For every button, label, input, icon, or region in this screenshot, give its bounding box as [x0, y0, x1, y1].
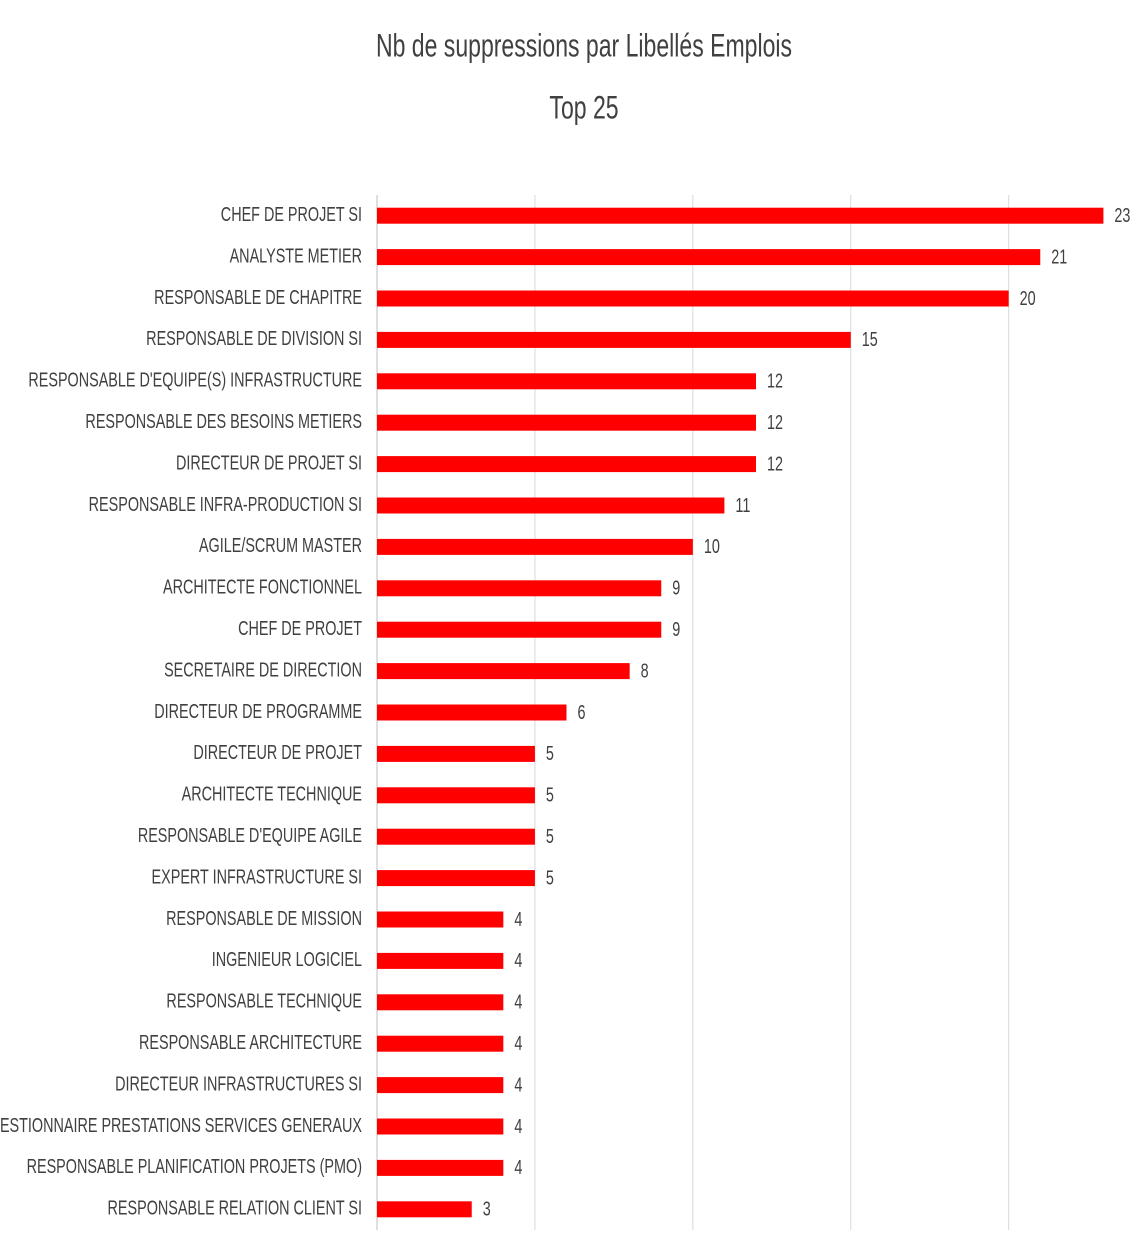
data-label: 4: [514, 1032, 522, 1055]
bar: [377, 1159, 504, 1176]
bar: [377, 870, 535, 887]
y-tick-label: RESPONSABLE PLANIFICATION PROJETS (PMO): [27, 1155, 362, 1178]
y-tick-label: RESPONSABLE D'EQUIPE(S) INFRASTRUCTURE: [28, 368, 362, 391]
y-tick-label: RESPONSABLE DES BESOINS METIERS: [85, 410, 362, 433]
y-tick-label: DIRECTEUR INFRASTRUCTURES SI: [115, 1072, 362, 1095]
y-tick-label: RESPONSABLE TECHNIQUE: [166, 989, 362, 1012]
bar: [377, 704, 567, 721]
bar: [377, 911, 504, 928]
data-label: 4: [514, 1156, 522, 1179]
data-label: 8: [641, 659, 649, 682]
y-tick-label: ANALYSTE METIER: [230, 244, 362, 267]
bar: [377, 994, 504, 1011]
data-label: 9: [672, 618, 680, 641]
y-tick-label: DIRECTEUR DE PROJET SI: [176, 451, 362, 474]
bar: [377, 1077, 504, 1094]
chart-title: Nb de suppressions par Libellés Emplois: [376, 28, 792, 64]
y-tick-label: RESPONSABLE RELATION CLIENT SI: [108, 1196, 362, 1219]
bar: [377, 331, 851, 348]
y-tick-label: ARCHITECTE FONCTIONNEL: [163, 575, 362, 598]
bar: [377, 663, 630, 680]
y-tick-label: AGILE/SCRUM MASTER: [199, 534, 362, 557]
data-label: 15: [862, 328, 878, 351]
y-tick-label: RESPONSABLE DE DIVISION SI: [146, 327, 362, 350]
y-tick-label: ARCHITECTE TECHNIQUE: [182, 782, 362, 805]
bar: [377, 414, 756, 431]
data-label: 10: [704, 535, 720, 558]
data-label: 12: [767, 369, 783, 392]
y-tick-label: RESPONSABLE INFRA-PRODUCTION SI: [89, 492, 362, 515]
bar: [377, 621, 662, 638]
data-label: 4: [514, 990, 522, 1013]
bar: [377, 745, 535, 762]
y-tick-label: RESPONSABLE D'EQUIPE AGILE: [138, 824, 362, 847]
data-label: 3: [483, 1197, 491, 1220]
bar: [377, 828, 535, 845]
data-label: 12: [767, 411, 783, 434]
data-label: 23: [1114, 204, 1130, 227]
bar: [377, 1201, 472, 1218]
data-label: 21: [1051, 245, 1067, 268]
y-tick-label: INGENIEUR LOGICIEL: [212, 948, 363, 971]
data-label: 5: [546, 783, 554, 806]
data-label: 20: [1020, 286, 1036, 309]
y-tick-label: DIRECTEUR DE PROGRAMME: [154, 699, 362, 722]
bar: [377, 787, 535, 804]
y-tick-label: CHEF DE PROJET: [238, 617, 362, 640]
y-tick-label: RESPONSABLE ARCHITECTURE: [139, 1031, 362, 1054]
bar: [377, 1118, 504, 1135]
data-label: 11: [735, 493, 750, 516]
bar: [377, 497, 725, 514]
bar: [377, 538, 693, 555]
y-tick-label: EXPERT INFRASTRUCTURE SI: [152, 865, 362, 888]
data-label: 5: [546, 825, 554, 848]
data-label: 4: [514, 1114, 522, 1137]
bar: [377, 1035, 504, 1052]
y-tick-label: SECRETAIRE DE DIRECTION: [164, 658, 362, 681]
bar: [377, 373, 756, 390]
data-label: 6: [578, 700, 586, 723]
data-label: 4: [514, 907, 522, 930]
bar: [377, 249, 1041, 266]
y-tick-label: RESPONSABLE DE MISSION: [166, 906, 362, 929]
bar: [377, 207, 1104, 224]
y-tick-label: RESPONSABLE DE CHAPITRE: [154, 285, 362, 308]
data-label: 5: [546, 742, 554, 765]
data-label: 5: [546, 866, 554, 889]
data-label: 4: [514, 1073, 522, 1096]
bar: [377, 580, 662, 597]
bar: [377, 290, 1009, 307]
data-label: 12: [767, 452, 783, 475]
data-label: 9: [672, 576, 680, 599]
y-tick-label: CHEF DE PROJET SI: [221, 203, 362, 226]
bar: [377, 456, 756, 473]
data-label: 4: [514, 949, 522, 972]
bar: [377, 952, 504, 969]
y-tick-label: GESTIONNAIRE PRESTATIONS SERVICES GENERA…: [0, 1113, 362, 1136]
y-tick-label: DIRECTEUR DE PROJET: [193, 741, 362, 764]
chart-subtitle: Top 25: [549, 90, 618, 126]
